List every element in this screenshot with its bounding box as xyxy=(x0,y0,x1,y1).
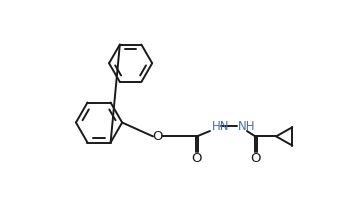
Text: O: O xyxy=(152,130,163,143)
Text: NH: NH xyxy=(238,120,255,133)
Text: O: O xyxy=(192,152,202,165)
Text: O: O xyxy=(250,152,261,165)
Text: HN: HN xyxy=(211,120,229,133)
